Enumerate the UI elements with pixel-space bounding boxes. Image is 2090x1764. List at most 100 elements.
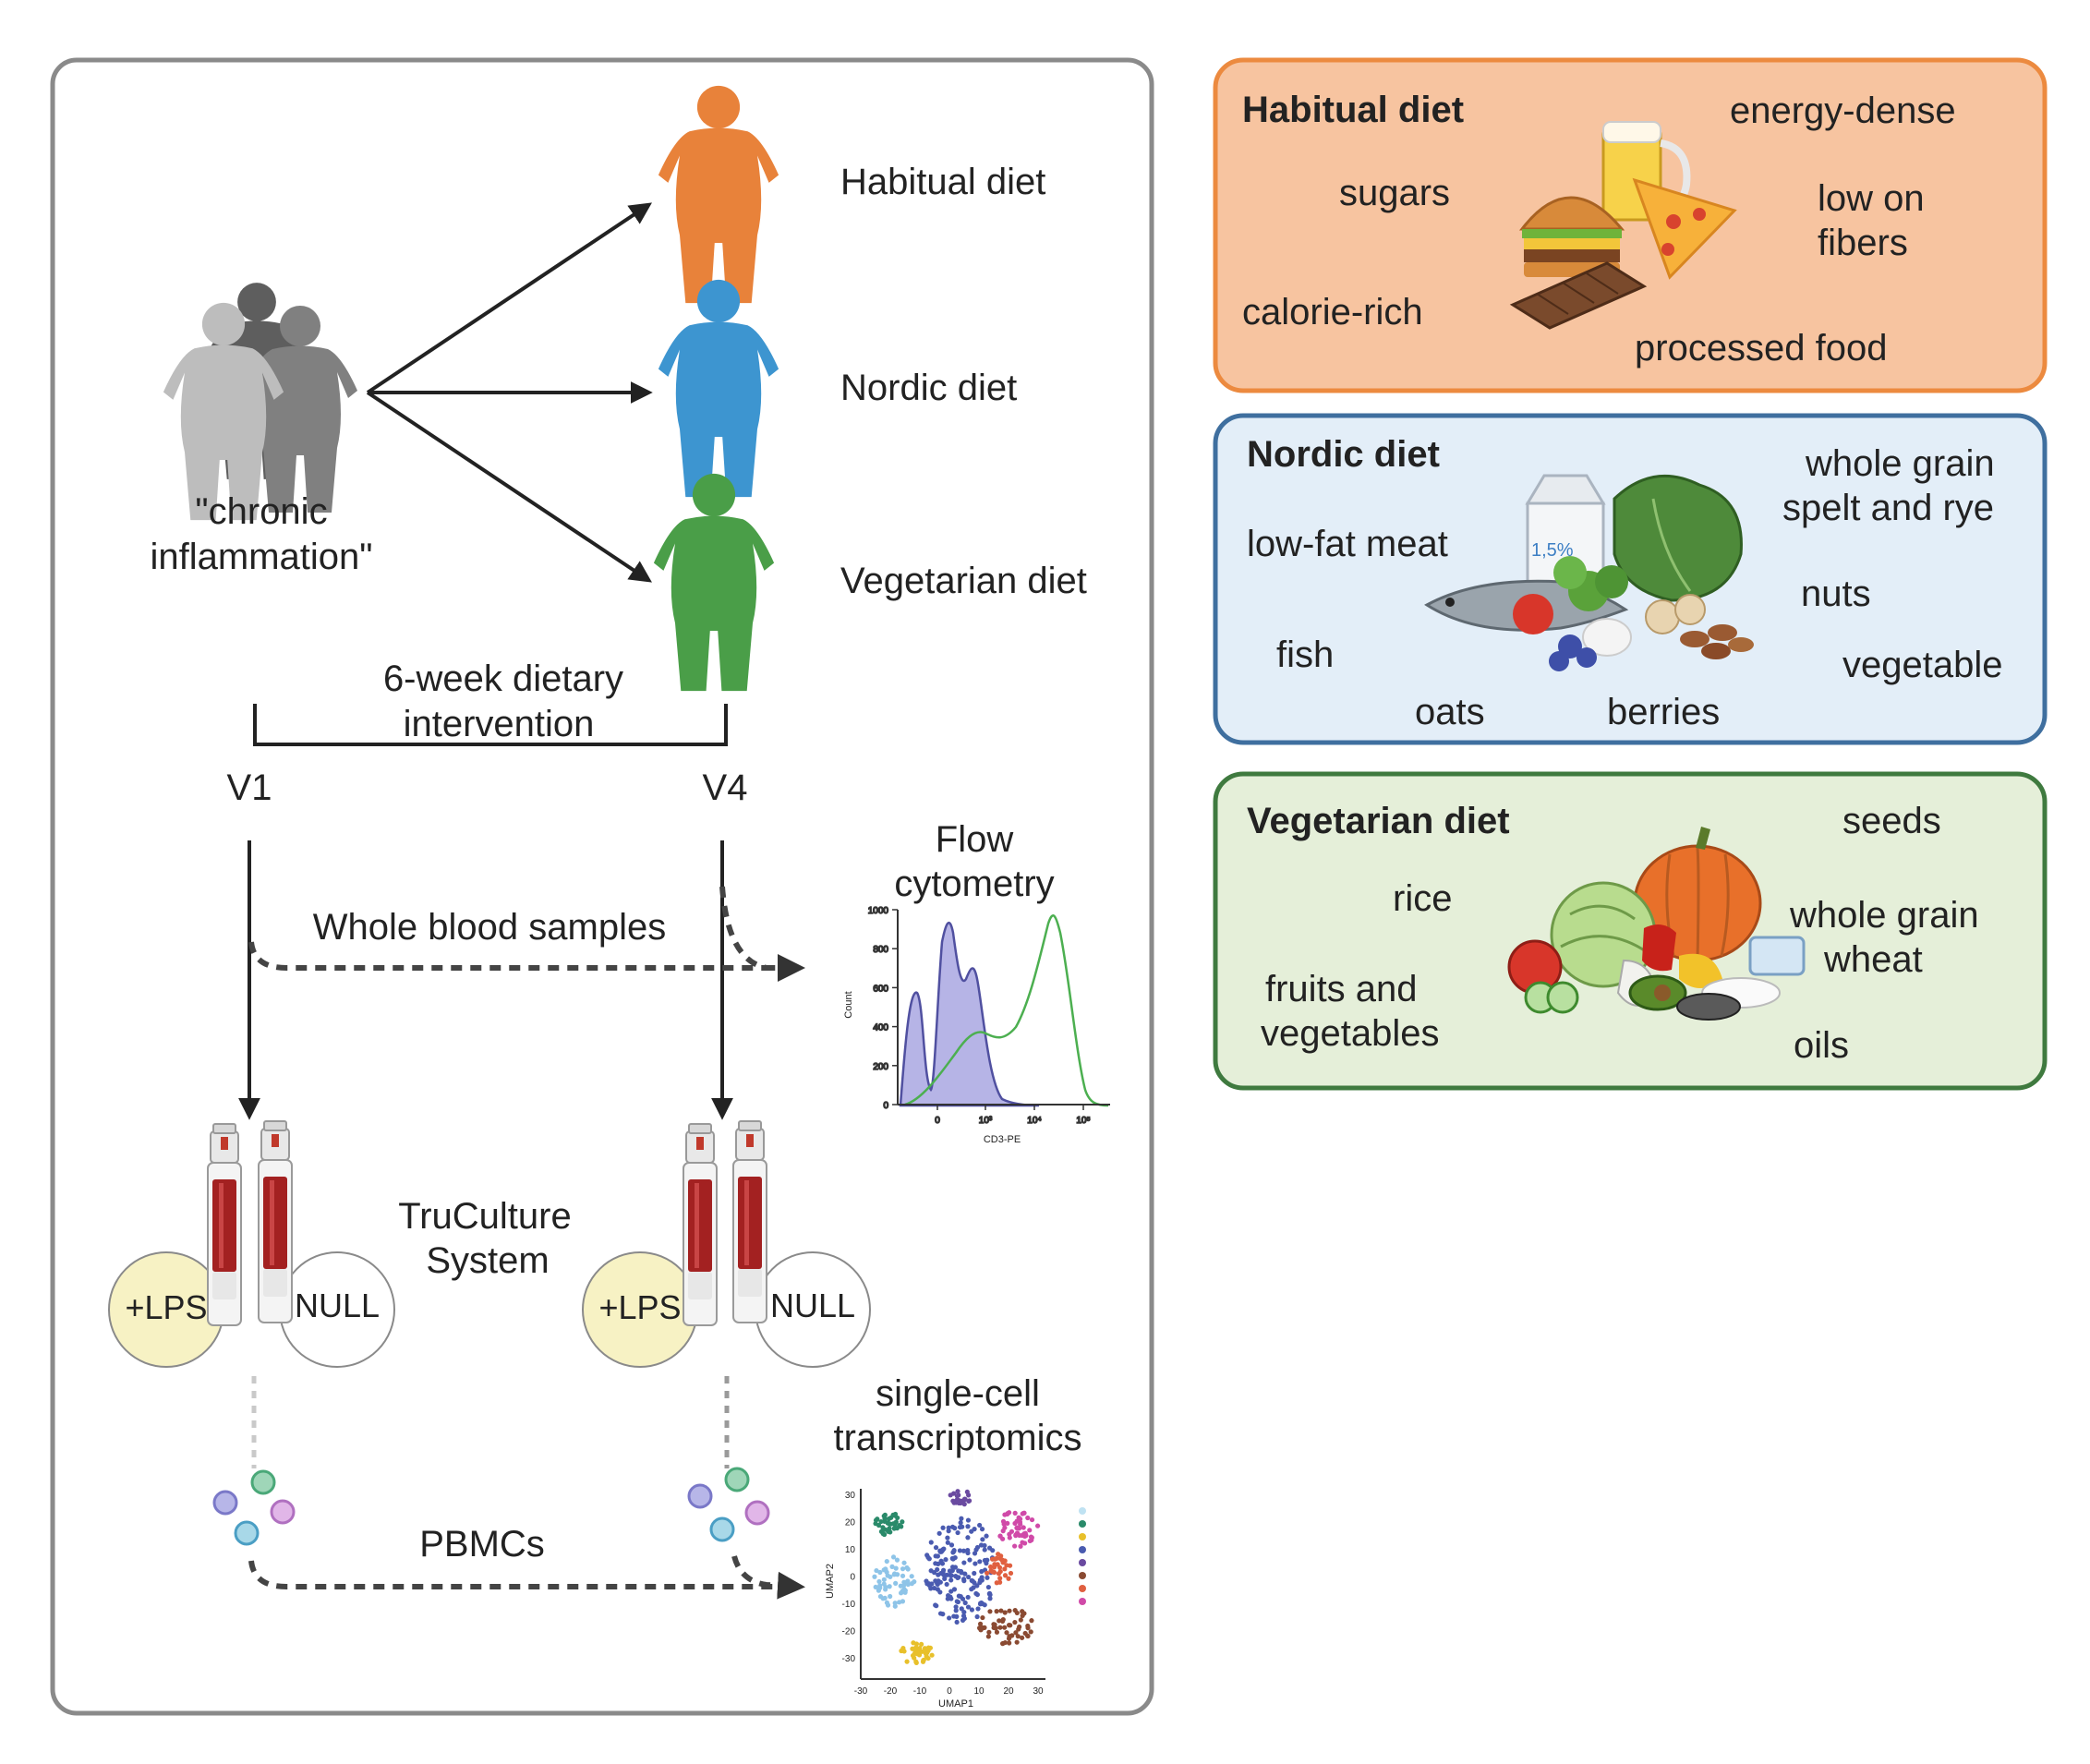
umap-point — [1002, 1525, 1008, 1530]
habitual-item-fibers: fibers — [1818, 223, 1908, 263]
umap-point — [1016, 1626, 1021, 1632]
umap-point — [933, 1578, 938, 1584]
umap-point — [948, 1577, 954, 1583]
umap-point — [937, 1589, 943, 1595]
umap-point — [919, 1649, 925, 1654]
umap-point — [975, 1606, 981, 1612]
vegetarian-item-whole-grain: whole grain — [1789, 895, 1979, 936]
scrna-label-line1: single-cell — [876, 1373, 1040, 1414]
umap-point — [965, 1547, 971, 1553]
umap-point — [951, 1500, 957, 1505]
intervention-label-line1: 6-week dietary — [383, 658, 623, 699]
umap-point — [989, 1569, 996, 1575]
umap-ylabel: UMAP2 — [825, 1564, 836, 1599]
umap-point — [969, 1577, 974, 1583]
flow-xtick-label: 10⁵ — [1076, 1116, 1090, 1126]
umap-point — [1000, 1518, 1007, 1524]
umap-point — [1008, 1623, 1013, 1628]
umap-point — [1025, 1515, 1031, 1521]
umap-ytick-label: -10 — [842, 1600, 856, 1610]
umap-point — [924, 1553, 930, 1558]
umap-point — [960, 1548, 967, 1553]
umap-point — [933, 1553, 938, 1559]
umap-xtick-label: -30 — [854, 1686, 868, 1697]
umap-point — [1006, 1576, 1011, 1581]
umap-legend-dot — [1079, 1572, 1086, 1579]
umap-point — [1029, 1618, 1034, 1624]
umap-point — [945, 1540, 950, 1545]
umap-point — [883, 1587, 888, 1592]
umap-point — [997, 1576, 1003, 1581]
whole-blood-dashed-path — [248, 941, 767, 971]
flow-xlabel: CD3-PE — [984, 1134, 1021, 1145]
umap-point — [951, 1587, 958, 1592]
vegetarian-item-oils: oils — [1794, 1025, 1849, 1066]
umap-point — [913, 1645, 919, 1651]
umap-point — [921, 1658, 926, 1663]
nordic-item-fish: fish — [1276, 634, 1334, 675]
umap-point — [878, 1528, 885, 1534]
umap-point — [957, 1548, 962, 1553]
umap-point — [887, 1584, 892, 1589]
habitual-item-calorie-rich: calorie-rich — [1242, 292, 1423, 332]
umap-ytick-label: 20 — [845, 1518, 856, 1528]
umap-point — [916, 1652, 923, 1658]
umap-point — [958, 1594, 963, 1600]
umap-point — [901, 1560, 907, 1565]
umap-point — [1002, 1512, 1008, 1517]
vegetarian-item-wheat: wheat — [1823, 939, 1923, 980]
umap-point — [987, 1609, 993, 1614]
fast-food-illustration — [1509, 121, 1737, 330]
umap-point — [954, 1599, 960, 1604]
umap-point — [947, 1615, 952, 1621]
umap-point — [959, 1570, 964, 1576]
flow-histogram-line — [904, 914, 1109, 1107]
habitual-item-energy-dense: energy-dense — [1730, 91, 1956, 131]
umap-point — [988, 1564, 994, 1570]
umap-point — [955, 1529, 960, 1536]
umap-point — [985, 1584, 991, 1590]
umap-point — [965, 1524, 971, 1529]
umap-point — [877, 1569, 883, 1576]
v4-null-label: NULL — [770, 1287, 855, 1324]
flow-ylabel: Count — [843, 991, 854, 1018]
truculture-label-line2: System — [426, 1240, 549, 1281]
umap-point — [959, 1606, 964, 1612]
flow-label-line1: Flow — [936, 819, 1014, 860]
umap-point — [987, 1596, 993, 1601]
pbmc-dashed-path — [248, 1560, 794, 1589]
v4-lps-label: +LPS — [598, 1288, 681, 1326]
umap-point — [974, 1613, 980, 1620]
arm-label-vegetarian: Vegetarian diet — [840, 561, 1087, 601]
umap-point — [980, 1614, 985, 1621]
umap-point — [1022, 1533, 1028, 1540]
nordic-diet-title: Nordic diet — [1247, 434, 1440, 475]
umap-point — [1014, 1639, 1020, 1645]
umap-point — [982, 1547, 987, 1553]
umap-point — [1012, 1510, 1018, 1516]
umap-point — [1012, 1607, 1018, 1613]
umap-point — [909, 1574, 914, 1579]
umap-point — [881, 1577, 887, 1582]
umap-point — [965, 1594, 971, 1601]
umap-point — [985, 1634, 991, 1639]
umap-point — [966, 1492, 972, 1498]
umap-point — [934, 1603, 939, 1609]
umap-point — [1006, 1636, 1012, 1641]
umap-point — [1005, 1520, 1010, 1526]
umap-point — [1008, 1570, 1014, 1577]
umap-point — [997, 1625, 1003, 1630]
flow-xtick-label: 0 — [935, 1116, 940, 1126]
umap-point — [889, 1564, 895, 1569]
umap-point — [1012, 1619, 1018, 1625]
umap-point — [913, 1660, 919, 1666]
umap-point — [954, 1493, 960, 1499]
habitual-item-processed-food: processed food — [1635, 328, 1888, 369]
umap-point — [1018, 1543, 1023, 1549]
umap-point — [945, 1535, 950, 1540]
umap-point — [928, 1568, 934, 1574]
intervention-bracket — [253, 704, 728, 746]
umap-point — [953, 1604, 959, 1610]
v1-pbmc-cells-icon — [212, 1469, 296, 1546]
flow-ytick-label: 800 — [873, 945, 888, 955]
